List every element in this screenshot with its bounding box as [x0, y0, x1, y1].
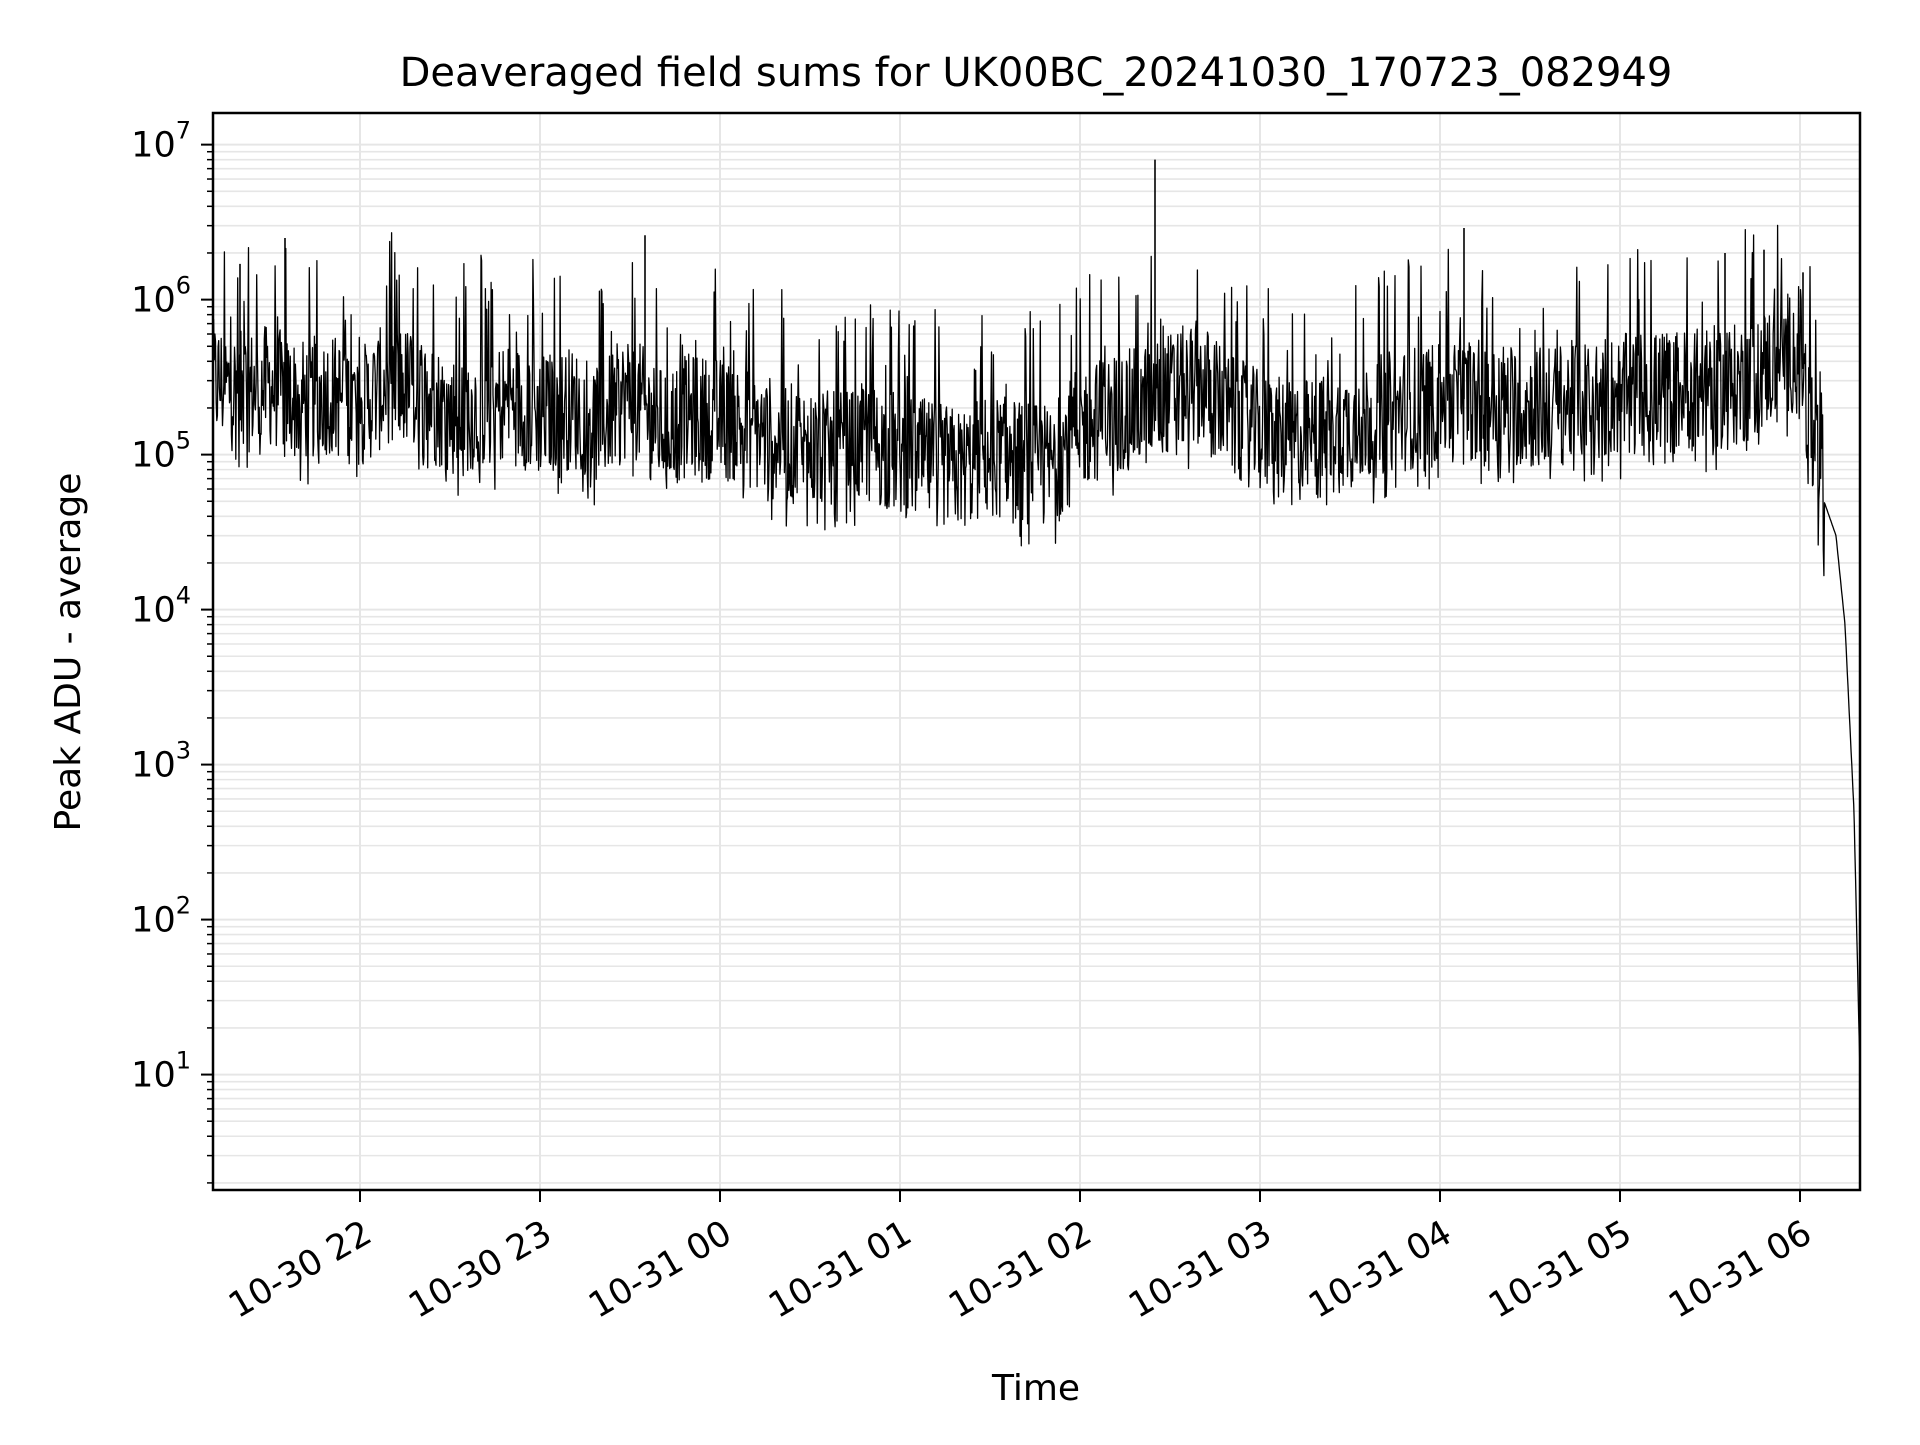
- y-axis-label: Peak ADU - average: [48, 473, 89, 832]
- x-axis-label: Time: [991, 1368, 1080, 1409]
- chart-title: Deaveraged field sums for UK00BC_2024103…: [400, 50, 1673, 96]
- y-tick-label: 102: [131, 892, 191, 941]
- y-tick-label: 101: [131, 1047, 191, 1096]
- y-tick-label: 104: [131, 582, 191, 631]
- y-tick-label: 106: [131, 272, 191, 321]
- y-axis-ticks: 101 102 103 104 105 106 107: [131, 117, 213, 1184]
- series-line: [212, 224, 1861, 1075]
- y-tick-label: 103: [131, 737, 191, 786]
- series-layer: [212, 159, 1861, 1075]
- y-tick-label: 105: [131, 427, 191, 476]
- y-tick-label: 107: [131, 117, 191, 166]
- plot-frame: [211, 111, 1862, 1192]
